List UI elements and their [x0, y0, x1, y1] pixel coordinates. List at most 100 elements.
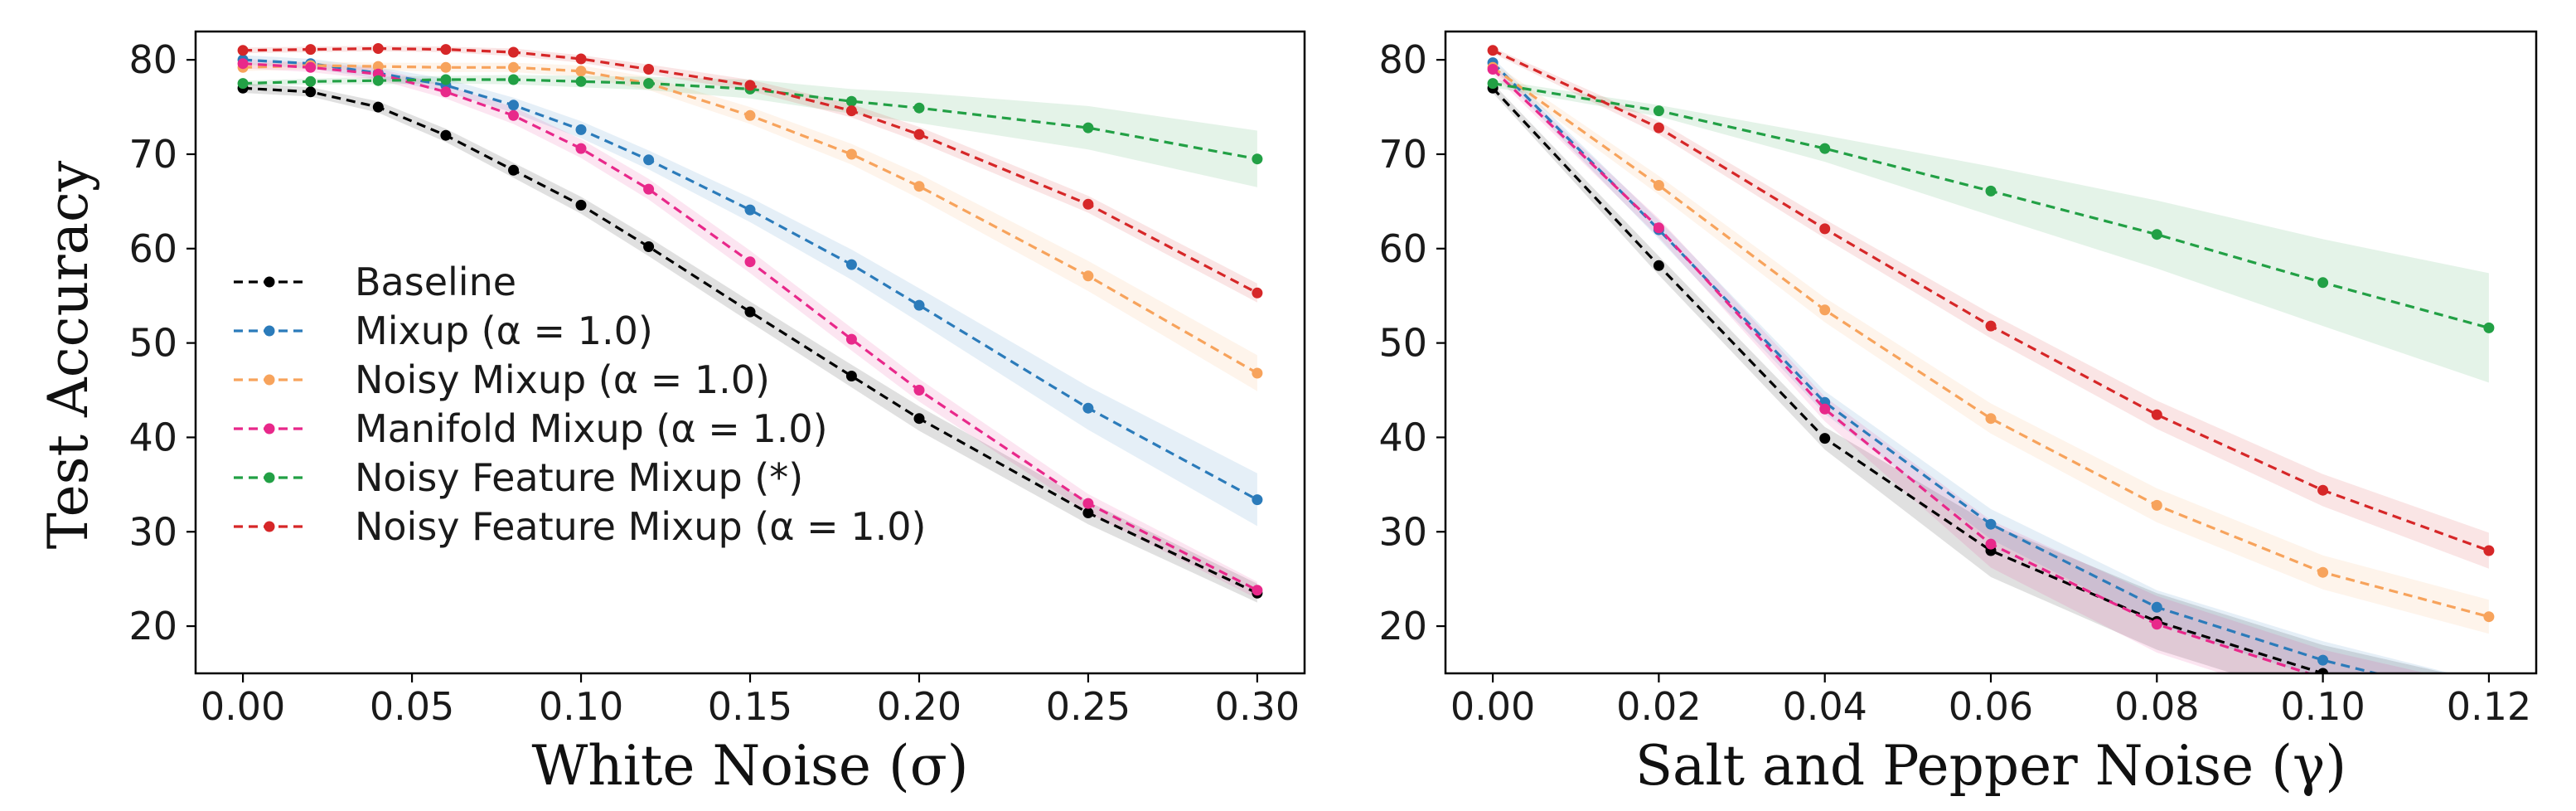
x-axis-title: Salt and Pepper Noise (γ): [1635, 734, 2346, 798]
point-manifold-mixup-alpha-1-0-4: [508, 109, 519, 121]
x-tick-label: 0.00: [1450, 684, 1535, 729]
y-tick-label: 20: [1378, 604, 1427, 648]
point-noisy-feature-mixup-alpha-1-0-3: [440, 44, 452, 56]
point-baseline-7: [744, 306, 756, 318]
y-tick-label: 50: [1378, 321, 1427, 366]
point-manifold-mixup-alpha-1-0-4: [2151, 619, 2162, 630]
point-baseline-5: [2317, 668, 2329, 673]
point-manifold-mixup-alpha-1-0-11: [1252, 585, 1263, 596]
point-noisy-feature-mixup-alpha-1-0-1: [305, 44, 317, 56]
point-noisy-mixup-alpha-1-0-10: [1082, 270, 1094, 282]
x-tick-label: 0.20: [877, 684, 961, 729]
point-manifold-mixup-alpha-1-0-2: [1819, 403, 1831, 415]
point-noisy-mixup-alpha-1-0-8: [845, 148, 857, 160]
point-manifold-mixup-alpha-1-0-9: [913, 385, 925, 396]
band-mixup-alpha-1-0: [1493, 57, 2452, 673]
plot-area: [237, 43, 1263, 603]
y-tick-label: 20: [128, 604, 177, 648]
x-tick-label: 0.15: [708, 684, 792, 729]
point-mixup-alpha-1-0-5: [575, 124, 587, 135]
point-noisy-feature-mixup-2: [372, 75, 384, 86]
series-line-noisy-feature-mixup: [243, 78, 1258, 161]
point-manifold-mixup-alpha-1-0-3: [1985, 538, 1997, 550]
point-baseline-4: [508, 164, 519, 176]
point-noisy-feature-mixup-1: [305, 75, 317, 87]
point-baseline-1: [305, 86, 317, 98]
point-baseline-10: [1082, 507, 1094, 518]
y-tick-label: 50: [128, 321, 177, 366]
legend-marker-noisy-mixup-alpha-1-0: [264, 374, 275, 386]
legend-label-manifold-mixup-alpha-1-0: Manifold Mixup (α = 1.0): [355, 406, 828, 451]
series-line-mixup-alpha-1-0: [1491, 61, 2381, 673]
band-noisy-feature-mixup-alpha-1-0: [1493, 47, 2489, 569]
point-noisy-feature-mixup-4: [2151, 229, 2162, 240]
point-noisy-mixup-alpha-1-0-11: [1252, 367, 1263, 379]
point-noisy-feature-mixup-2: [1819, 143, 1831, 154]
legend-label-mixup-alpha-1-0: Mixup (α = 1.0): [355, 308, 653, 353]
panel-salt-pepper-noise: 0.00 0.02 0.04 0.06 0.08 0.10 0.12 20 30 40 50 60 70…: [1378, 30, 2538, 798]
point-mixup-alpha-1-0-3: [1985, 518, 1997, 530]
x-tick-label: 0.00: [201, 684, 285, 729]
point-noisy-feature-mixup-alpha-1-0-0: [237, 45, 249, 56]
point-manifold-mixup-alpha-1-0-7: [744, 256, 756, 268]
point-manifold-mixup-alpha-1-0-10: [1082, 498, 1094, 509]
band-noisy-feature-mixup: [243, 75, 1257, 187]
point-noisy-feature-mixup-alpha-1-0-4: [2151, 409, 2162, 420]
point-noisy-feature-mixup-4: [508, 74, 519, 85]
point-noisy-feature-mixup-alpha-1-0-3: [1985, 320, 1997, 332]
point-noisy-mixup-alpha-1-0-2: [1819, 304, 1831, 316]
point-noisy-mixup-alpha-1-0-6: [2483, 611, 2495, 623]
point-baseline-2: [372, 101, 384, 113]
point-noisy-feature-mixup-alpha-1-0-2: [1819, 223, 1831, 235]
point-noisy-feature-mixup-alpha-1-0-2: [372, 43, 384, 54]
point-noisy-feature-mixup-3: [440, 74, 452, 85]
y-tick-label: 40: [128, 415, 177, 459]
point-noisy-feature-mixup-5: [2317, 277, 2329, 289]
panel-white-noise: 0.00 0.05 0.10 0.15 0.20 0.25 0.30 20 30 40 50 60 70…: [128, 30, 1306, 798]
point-noisy-mixup-alpha-1-0-7: [744, 109, 756, 121]
point-noisy-feature-mixup-alpha-1-0-8: [845, 105, 857, 117]
point-baseline-6: [643, 241, 655, 252]
point-manifold-mixup-alpha-1-0-3: [440, 86, 452, 98]
point-manifold-mixup-alpha-1-0-1: [1653, 222, 1664, 234]
legend-label-noisy-feature-mixup-alpha-1-0: Noisy Feature Mixup (α = 1.0): [355, 504, 926, 549]
point-noisy-feature-mixup-5: [575, 75, 587, 87]
series-line-baseline: [243, 86, 1258, 595]
point-noisy-mixup-alpha-1-0-3: [1985, 413, 1997, 425]
x-tick-label: 0.10: [2280, 684, 2365, 729]
y-axis-title: Test Accuracy: [36, 160, 100, 549]
point-noisy-feature-mixup-10: [1082, 122, 1094, 134]
point-mixup-alpha-1-0-4: [2151, 601, 2162, 613]
legend-marker-mixup-alpha-1-0: [264, 325, 275, 337]
x-tick-label: 0.12: [2447, 684, 2531, 729]
y-tick-label: 30: [1378, 509, 1427, 554]
x-tick-label: 0.02: [1616, 684, 1701, 729]
legend-marker-noisy-feature-mixup: [264, 472, 275, 483]
point-mixup-alpha-1-0-9: [913, 299, 925, 311]
point-noisy-feature-mixup-9: [913, 102, 925, 114]
point-noisy-feature-mixup-alpha-1-0-6: [2483, 545, 2495, 556]
series-line-mixup-alpha-1-0: [243, 58, 1258, 502]
y-tick-label: 60: [128, 226, 177, 271]
point-noisy-feature-mixup-0: [1487, 78, 1499, 90]
legend-label-baseline: Baseline: [355, 260, 516, 304]
legend-label-noisy-mixup-alpha-1-0: Noisy Mixup (α = 1.0): [355, 357, 770, 402]
point-noisy-feature-mixup-8: [845, 95, 857, 107]
point-mixup-alpha-1-0-7: [744, 204, 756, 216]
x-tick-label: 0.08: [2114, 684, 2199, 729]
x-tick-label: 0.25: [1046, 684, 1131, 729]
point-manifold-mixup-alpha-1-0-8: [845, 333, 857, 345]
point-noisy-feature-mixup-alpha-1-0-11: [1252, 287, 1263, 299]
x-tick-label: 0.05: [370, 684, 454, 729]
x-tick-label: 0.10: [539, 684, 623, 729]
point-noisy-mixup-alpha-1-0-5: [2317, 566, 2329, 578]
point-baseline-8: [845, 371, 857, 381]
y-tick-label: 80: [128, 37, 177, 82]
point-noisy-mixup-alpha-1-0-5: [575, 66, 587, 77]
point-manifold-mixup-alpha-1-0-1: [305, 61, 317, 73]
point-mixup-alpha-1-0-10: [1082, 402, 1094, 414]
x-tick-label: 0.06: [1949, 684, 2033, 729]
point-noisy-feature-mixup-6: [643, 78, 655, 90]
point-noisy-feature-mixup-alpha-1-0-5: [2317, 484, 2329, 496]
